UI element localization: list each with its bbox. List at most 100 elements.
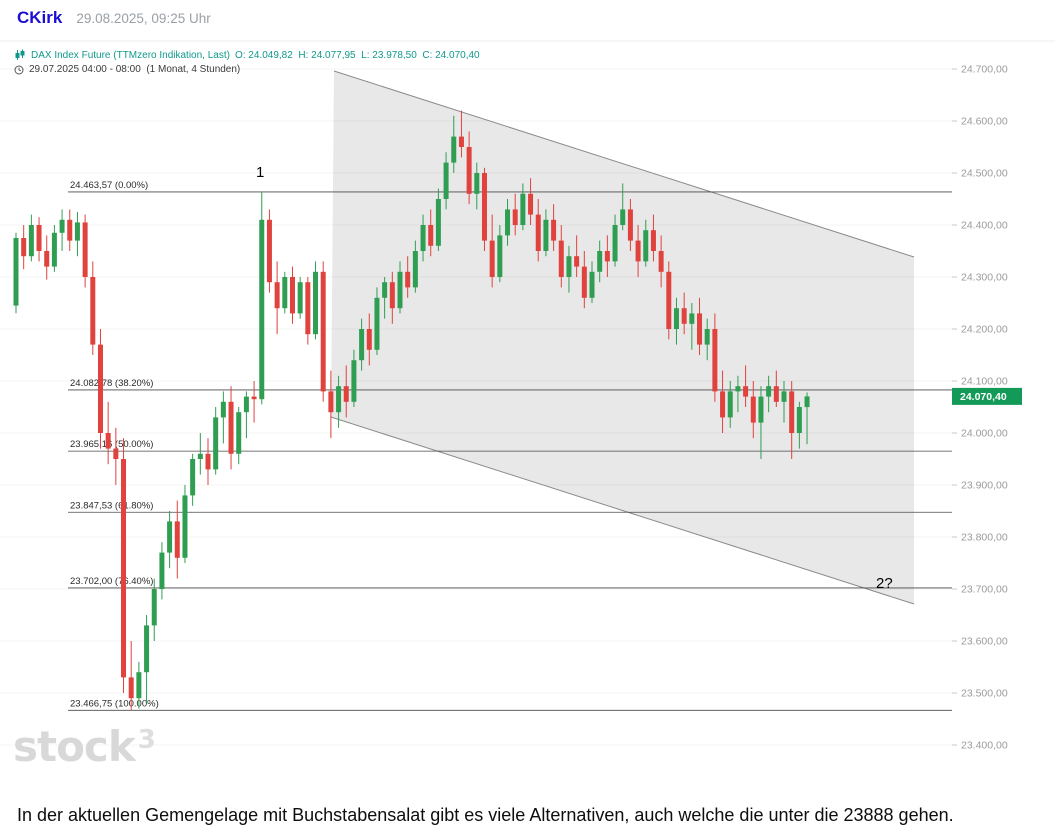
- candle: [712, 313, 718, 402]
- candle: [13, 232, 19, 314]
- candle: [750, 381, 756, 439]
- candle-body: [21, 238, 27, 257]
- candle: [351, 349, 357, 407]
- candle-body: [28, 225, 34, 257]
- candle-body: [735, 386, 741, 392]
- candle-body: [804, 396, 810, 408]
- candle: [305, 277, 311, 345]
- candlestick-icon: [14, 49, 26, 61]
- wave-label: 1: [256, 164, 264, 181]
- candle-body: [497, 235, 503, 277]
- candle-body: [366, 329, 372, 350]
- candle-body: [151, 589, 157, 626]
- candle: [67, 209, 73, 251]
- candle-body: [789, 391, 795, 433]
- candle: [528, 178, 534, 225]
- candle-body: [159, 552, 165, 589]
- candle-body: [505, 209, 511, 236]
- candle: [197, 433, 203, 475]
- candle-body: [781, 391, 787, 402]
- candle: [243, 391, 249, 439]
- candle-body: [144, 625, 150, 673]
- candle-body: [458, 136, 464, 147]
- last-price-tag: [952, 387, 1022, 405]
- candle: [359, 318, 365, 371]
- candle: [59, 209, 65, 251]
- candle: [366, 313, 372, 366]
- candle-body: [697, 313, 703, 345]
- price-axis-label: 23.800,00: [961, 532, 1008, 544]
- candle: [389, 271, 395, 324]
- candle-body: [650, 230, 656, 251]
- candle-body: [289, 277, 295, 314]
- candle-body: [743, 386, 749, 397]
- candle-body: [82, 222, 88, 277]
- candle: [297, 277, 303, 319]
- candle: [336, 375, 342, 428]
- candle: [90, 261, 96, 355]
- candle: [543, 209, 549, 257]
- candle: [428, 209, 434, 257]
- fib-label: 23.466,75 (100.00%): [70, 698, 159, 709]
- candle-body: [643, 230, 649, 262]
- caption: In der aktuellen Gemengelage mit Buchsta…: [17, 805, 954, 825]
- candle-body: [243, 396, 249, 413]
- candle: [566, 245, 572, 293]
- candle: [74, 212, 80, 257]
- candle-body: [681, 308, 687, 324]
- channel-lower-line: [330, 416, 915, 605]
- wave-label: 2?: [876, 575, 893, 592]
- candle-body: [750, 396, 756, 423]
- author-link[interactable]: CKirk: [17, 8, 63, 27]
- candle: [236, 407, 242, 465]
- candle: [190, 453, 196, 506]
- candle: [643, 219, 649, 267]
- candle-body: [412, 251, 418, 288]
- candle: [121, 438, 127, 693]
- candle: [689, 303, 695, 350]
- candle: [673, 297, 679, 345]
- last-price-label: 24.070,40: [960, 391, 1007, 403]
- candle-body: [351, 360, 357, 402]
- candle: [681, 292, 687, 335]
- chart-period-label: 29.07.2025 04:00 - 08:00 (1 Monat, 4 Stu…: [29, 64, 241, 75]
- post-timestamp: 29.08.2025, 09:25 Uhr: [76, 11, 211, 26]
- fib-label: 23.965,16 (50.00%): [70, 439, 153, 450]
- candle-body: [51, 232, 57, 267]
- chart-legend-instrument: DAX Index Future (TTMzero Indikation, La…: [31, 49, 230, 61]
- candle: [758, 386, 764, 459]
- candle: [620, 183, 626, 231]
- price-axis-label: 24.700,00: [961, 64, 1008, 76]
- fib-label: 24.082,78 (38.20%): [70, 378, 153, 389]
- candle-body: [796, 407, 802, 433]
- price-axis-label: 24.200,00: [961, 324, 1008, 336]
- candle-body: [97, 344, 103, 433]
- candle-body: [766, 386, 772, 397]
- candle-body: [259, 219, 265, 400]
- candle-body: [574, 256, 580, 267]
- candle-body: [297, 282, 303, 314]
- candle: [167, 511, 173, 569]
- candle: [44, 235, 50, 280]
- price-axis-label: 24.000,00: [961, 428, 1008, 440]
- chart-period-row: 29.07.2025 04:00 - 08:00 (1 Monat, 4 Stu…: [14, 64, 240, 75]
- candle: [451, 115, 457, 173]
- stock3-watermark: stock 3: [13, 722, 156, 771]
- candle: [213, 407, 219, 475]
- candle-body: [512, 209, 518, 225]
- candle-body: [36, 225, 42, 251]
- watermark-sup: 3: [137, 725, 156, 755]
- candle-body: [90, 277, 96, 345]
- candle-body: [59, 219, 65, 233]
- post-header: CKirk 29.08.2025, 09:25 Uhr: [17, 8, 211, 28]
- candle-body: [220, 401, 226, 418]
- price-axis-label: 23.600,00: [961, 636, 1008, 648]
- candle: [635, 225, 641, 277]
- price-axis-label: 23.500,00: [961, 688, 1008, 700]
- candle-body: [673, 308, 679, 329]
- candle-body: [374, 297, 380, 350]
- price-axis-label: 24.600,00: [961, 116, 1008, 128]
- candle-body: [266, 219, 272, 283]
- candle: [151, 578, 157, 641]
